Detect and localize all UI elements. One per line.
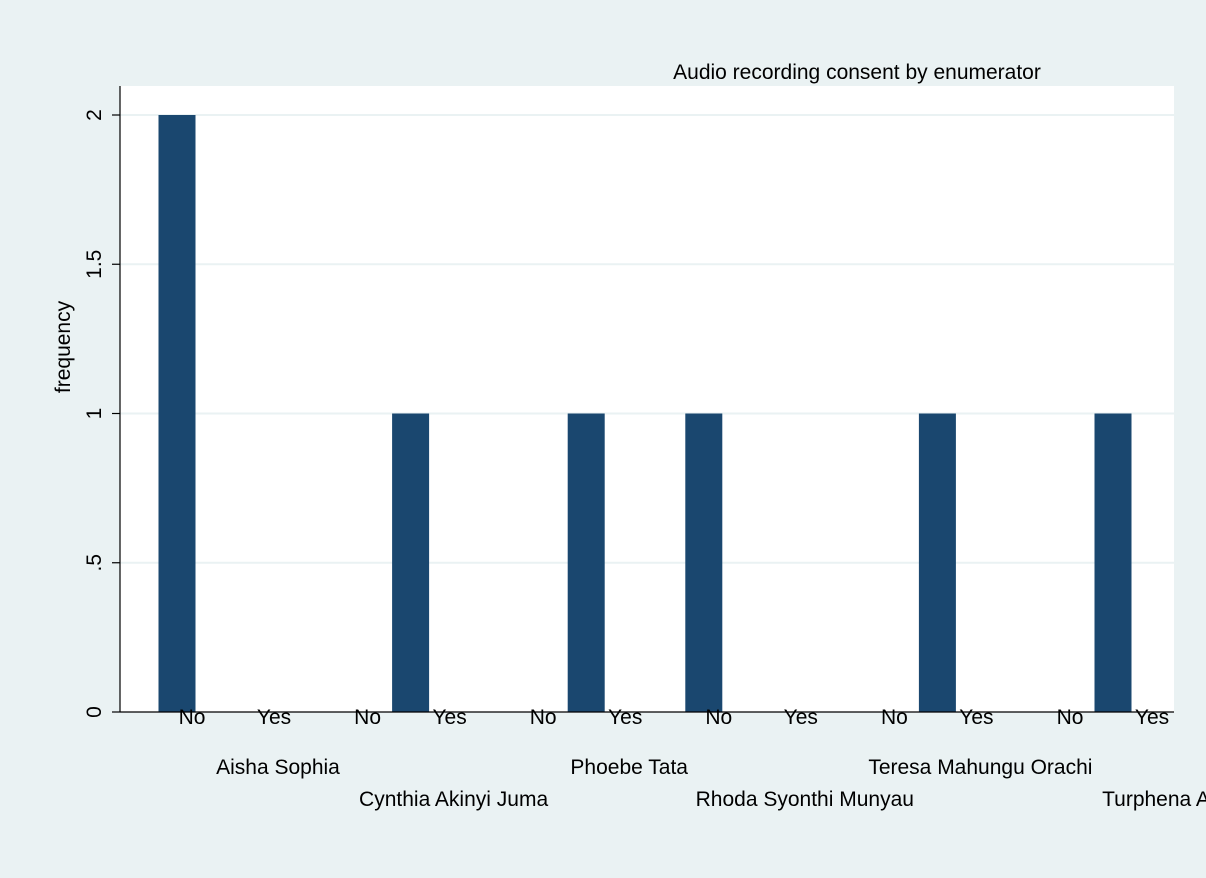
category-label: Yes [959, 706, 993, 729]
category-label: Yes [784, 706, 818, 729]
category-label: No [354, 706, 381, 729]
y-tick-label: 1.5 [83, 250, 106, 279]
category-label: Yes [432, 706, 466, 729]
bar [567, 413, 605, 712]
y-axis-title: frequency [52, 300, 75, 393]
y-tick-label: 2 [83, 109, 106, 121]
x-axis-labels: No Yes Aisha Sophia No Yes Cynthia Akinyi Jum… [179, 706, 1206, 811]
y-tick-label: .5 [83, 554, 106, 572]
category-label: No [881, 706, 908, 729]
group-label: Phoebe Tata [570, 756, 688, 779]
category-label: No [1057, 706, 1084, 729]
y-tick-label: 1 [83, 408, 106, 420]
bar [392, 413, 430, 712]
category-label: No [179, 706, 206, 729]
y-tick-label: 0 [83, 706, 106, 718]
category-label: Yes [257, 706, 291, 729]
bar [1094, 413, 1132, 712]
group-label: Turphena A [1102, 788, 1206, 811]
bar [918, 413, 956, 712]
group-label: Rhoda Syonthi Munyau [696, 788, 914, 811]
category-label: No [530, 706, 557, 729]
chart-title: Audio recording consent by enumerator [673, 61, 1041, 84]
group-label: Teresa Mahungu Orachi [868, 756, 1092, 779]
bar [685, 413, 723, 712]
bars [158, 115, 1132, 712]
category-label: Yes [608, 706, 642, 729]
plot-area [120, 86, 1174, 712]
category-label: Yes [1135, 706, 1169, 729]
category-label: No [705, 706, 732, 729]
group-label: Aisha Sophia [216, 756, 340, 779]
bar [158, 115, 196, 712]
y-axis-ticks: 0 .5 1 1.5 2 [83, 109, 120, 718]
gridlines [120, 114, 1174, 564]
group-label: Cynthia Akinyi Juma [359, 788, 548, 811]
